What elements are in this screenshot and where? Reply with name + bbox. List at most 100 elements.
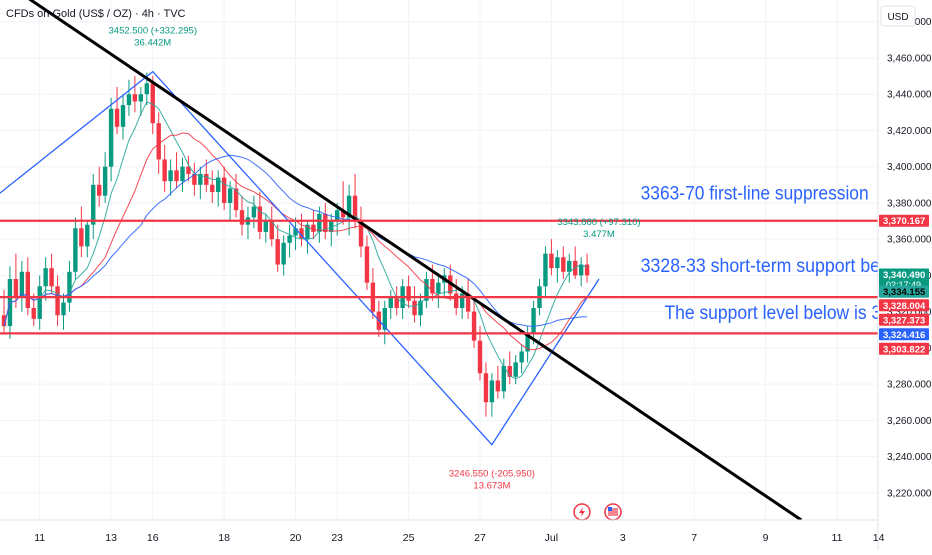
candle-body [19, 271, 25, 298]
price-axis: 3,220.000 3,240.000 3,260.000 3,280.000 3,30… [877, 0, 932, 550]
candle-body [275, 239, 280, 265]
candle-body [483, 373, 489, 403]
candle-body [567, 260, 572, 272]
candle-body [102, 166, 108, 196]
candle-body [168, 170, 173, 182]
candle-body [394, 297, 399, 309]
annotations: 3363-70 first-line suppression 3328-33 sh… [641, 183, 911, 324]
candle-body [198, 173, 203, 185]
candle-body [61, 302, 66, 316]
candle-body [204, 173, 209, 185]
candle-body [221, 177, 227, 203]
annotation-text: The support level below is 3324 [664, 303, 910, 324]
candle-body [495, 380, 501, 392]
candle-body [126, 94, 132, 106]
candle-body [138, 94, 144, 102]
currency-label: USD [887, 12, 908, 23]
candle-body [513, 362, 518, 377]
x-tick-label: 23 [331, 532, 343, 544]
candle-body [120, 105, 126, 127]
candle-body [210, 184, 215, 193]
x-tick-label: Jul [545, 532, 558, 544]
candle-body [31, 308, 36, 319]
recent-label-volume: 3.477M [583, 229, 615, 240]
x-tick-label: 7 [691, 532, 697, 544]
candle-body [382, 308, 387, 330]
price-tag [879, 328, 929, 341]
candle-body [299, 228, 304, 240]
price-tag-value: 3,328.004 [883, 301, 926, 312]
y-tick-label: 3,360.000 [887, 235, 932, 246]
x-tick-label: 9 [763, 532, 769, 544]
candle-body [471, 311, 477, 341]
candle-body [578, 264, 584, 276]
candle-body [25, 271, 30, 309]
y-tick-label: 3,240.000 [887, 452, 932, 463]
us-flag-icon [604, 503, 622, 521]
y-tick-label: 3,220.000 [887, 488, 932, 499]
gridlines [0, 0, 880, 520]
candle-body [79, 228, 84, 247]
candle-body [329, 221, 334, 232]
candle-body [263, 221, 268, 232]
candle-body [132, 94, 138, 102]
price-tag-value: 3,303.822 [883, 344, 925, 355]
candle-body [43, 268, 48, 287]
x-tick-label: 27 [474, 532, 486, 544]
candle-body [1, 315, 7, 327]
candle-body [519, 351, 524, 363]
candle-body [144, 83, 149, 95]
price-tag-value: 3,370.167 [883, 216, 925, 227]
candle-body [269, 221, 274, 240]
candle-body [323, 213, 328, 232]
y-tick-label: 3,280.000 [887, 380, 932, 391]
candle-body [335, 210, 340, 222]
candle-body [180, 166, 185, 182]
lightning-icon [573, 503, 591, 521]
candle-body [477, 340, 483, 374]
candle-body [114, 108, 120, 127]
price-tag [879, 342, 929, 355]
candle-body [584, 264, 590, 276]
candle-body [49, 268, 54, 287]
candle-body [85, 224, 90, 247]
candle-body [543, 253, 548, 287]
triangle-line [0, 70, 600, 446]
y-tick-label: 3,380.000 [887, 198, 932, 209]
candle-body [67, 271, 72, 303]
candle-body [507, 365, 512, 377]
descending-trendline [28, 0, 803, 520]
candle-body [436, 282, 441, 294]
ma-slow-line [3, 154, 588, 327]
price-tag [879, 313, 929, 326]
candle-body [227, 188, 233, 203]
x-tick-label: 11 [34, 532, 45, 544]
annotation-text: 3328-33 short-term support below [641, 256, 907, 277]
triangle-drawing [0, 70, 600, 446]
candle-body [192, 173, 197, 185]
currency-button[interactable] [880, 5, 916, 27]
candle-body [305, 224, 310, 240]
x-tick-label: 20 [290, 532, 302, 544]
candle-body [418, 300, 423, 316]
price-tag [879, 299, 929, 312]
candle-body [91, 184, 96, 225]
candle-body [459, 293, 465, 309]
candle-body [352, 195, 358, 222]
candle-body [406, 286, 411, 301]
candle-body [174, 170, 179, 182]
price-tag-value: 3,340.490 [883, 270, 925, 281]
candle-body [358, 221, 364, 247]
price-tag [879, 285, 929, 298]
candle-body [430, 279, 435, 294]
ma-fast-line [3, 101, 588, 380]
candle-body [465, 293, 471, 312]
y-tick-label: 3,400.000 [887, 162, 932, 173]
candle-body [186, 166, 191, 174]
level-lines [0, 219, 878, 335]
candle-body [340, 210, 346, 218]
high-label-volume: 36.442M [134, 38, 171, 49]
y-tick-label: 3,320.000 [887, 307, 932, 318]
